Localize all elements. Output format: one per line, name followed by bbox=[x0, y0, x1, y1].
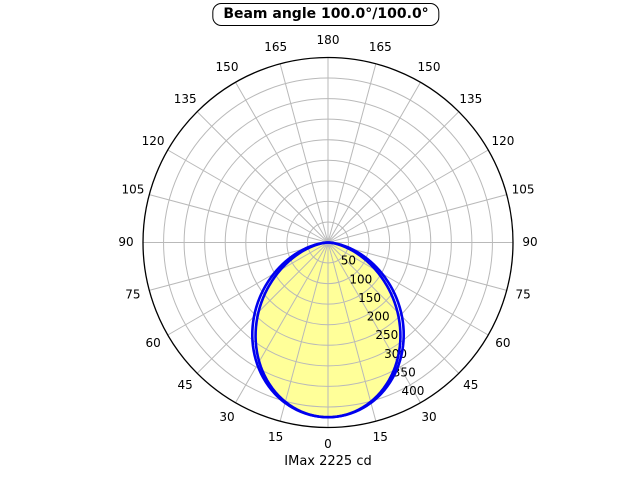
radial-tick-label: 200 bbox=[367, 310, 390, 324]
angle-tick-label: 45 bbox=[178, 378, 193, 392]
grid-spoke bbox=[327, 242, 489, 336]
angle-tick-label: 150 bbox=[216, 60, 239, 74]
angle-tick-labels: 0 15 30 45 60 75 90 105 120 135 150 165 180 15 30 45 60 7… bbox=[118, 33, 537, 451]
angle-tick-label: 60 bbox=[495, 336, 510, 350]
radial-tick-label: 350 bbox=[393, 365, 416, 379]
angle-tick-label: 165 bbox=[264, 40, 287, 54]
angle-tick-label: 45 bbox=[463, 378, 478, 392]
angle-tick-label: 150 bbox=[418, 60, 441, 74]
grid-spoke bbox=[167, 149, 329, 243]
imax-label: IMax 2225 cd bbox=[284, 454, 372, 469]
radial-tick-label: 50 bbox=[341, 254, 356, 268]
radial-tick-label: 100 bbox=[349, 272, 372, 286]
grid-spoke bbox=[167, 242, 329, 336]
angle-tick-label: 165 bbox=[369, 40, 392, 54]
grid-spoke bbox=[327, 242, 421, 403]
grid-spoke bbox=[149, 242, 329, 291]
chart-title: Beam angle 100.0°/100.0° bbox=[212, 3, 440, 26]
angle-tick-label: 75 bbox=[125, 287, 140, 301]
grid-spoke bbox=[327, 111, 460, 243]
angle-tick-label: 105 bbox=[512, 183, 535, 197]
radial-tick-label: 150 bbox=[358, 291, 381, 305]
angle-tick-label: 135 bbox=[174, 92, 197, 106]
grid-spoke bbox=[235, 82, 329, 243]
angle-tick-label: 105 bbox=[121, 183, 144, 197]
grid-spoke bbox=[327, 242, 460, 374]
radial-tick-label: 400 bbox=[402, 384, 425, 398]
grid-spoke bbox=[196, 242, 329, 374]
angle-tick-label: 180 bbox=[317, 33, 340, 47]
angle-tick-label: 120 bbox=[491, 134, 514, 148]
angle-tick-label: 15 bbox=[268, 430, 283, 444]
grid-spoke bbox=[327, 242, 507, 291]
outer-ring bbox=[142, 56, 514, 429]
angle-tick-label: 0 bbox=[324, 437, 332, 451]
grid-spoke bbox=[149, 194, 329, 243]
grid-spokes bbox=[143, 57, 513, 428]
grid-spoke bbox=[235, 242, 329, 403]
angle-tick-label: 90 bbox=[522, 235, 537, 249]
angle-tick-label: 120 bbox=[142, 134, 165, 148]
angle-tick-label: 60 bbox=[145, 336, 160, 350]
grid-spoke bbox=[279, 63, 329, 243]
grid-spoke bbox=[327, 149, 489, 243]
angle-tick-label: 30 bbox=[421, 410, 436, 424]
angle-tick-label: 75 bbox=[515, 287, 530, 301]
angle-tick-label: 135 bbox=[459, 92, 482, 106]
grid-spoke bbox=[327, 242, 377, 422]
angle-tick-label: 15 bbox=[373, 430, 388, 444]
beam-curve-narrow-plane bbox=[254, 241, 402, 419]
angle-tick-label: 30 bbox=[219, 410, 234, 424]
grid-spoke bbox=[327, 82, 421, 243]
angle-tick-label: 90 bbox=[118, 235, 133, 249]
grid-spoke bbox=[196, 111, 329, 243]
grid-spoke bbox=[327, 194, 507, 243]
radial-tick-label: 250 bbox=[375, 328, 398, 342]
grid-spoke bbox=[279, 242, 329, 422]
grid-spoke bbox=[327, 63, 377, 243]
